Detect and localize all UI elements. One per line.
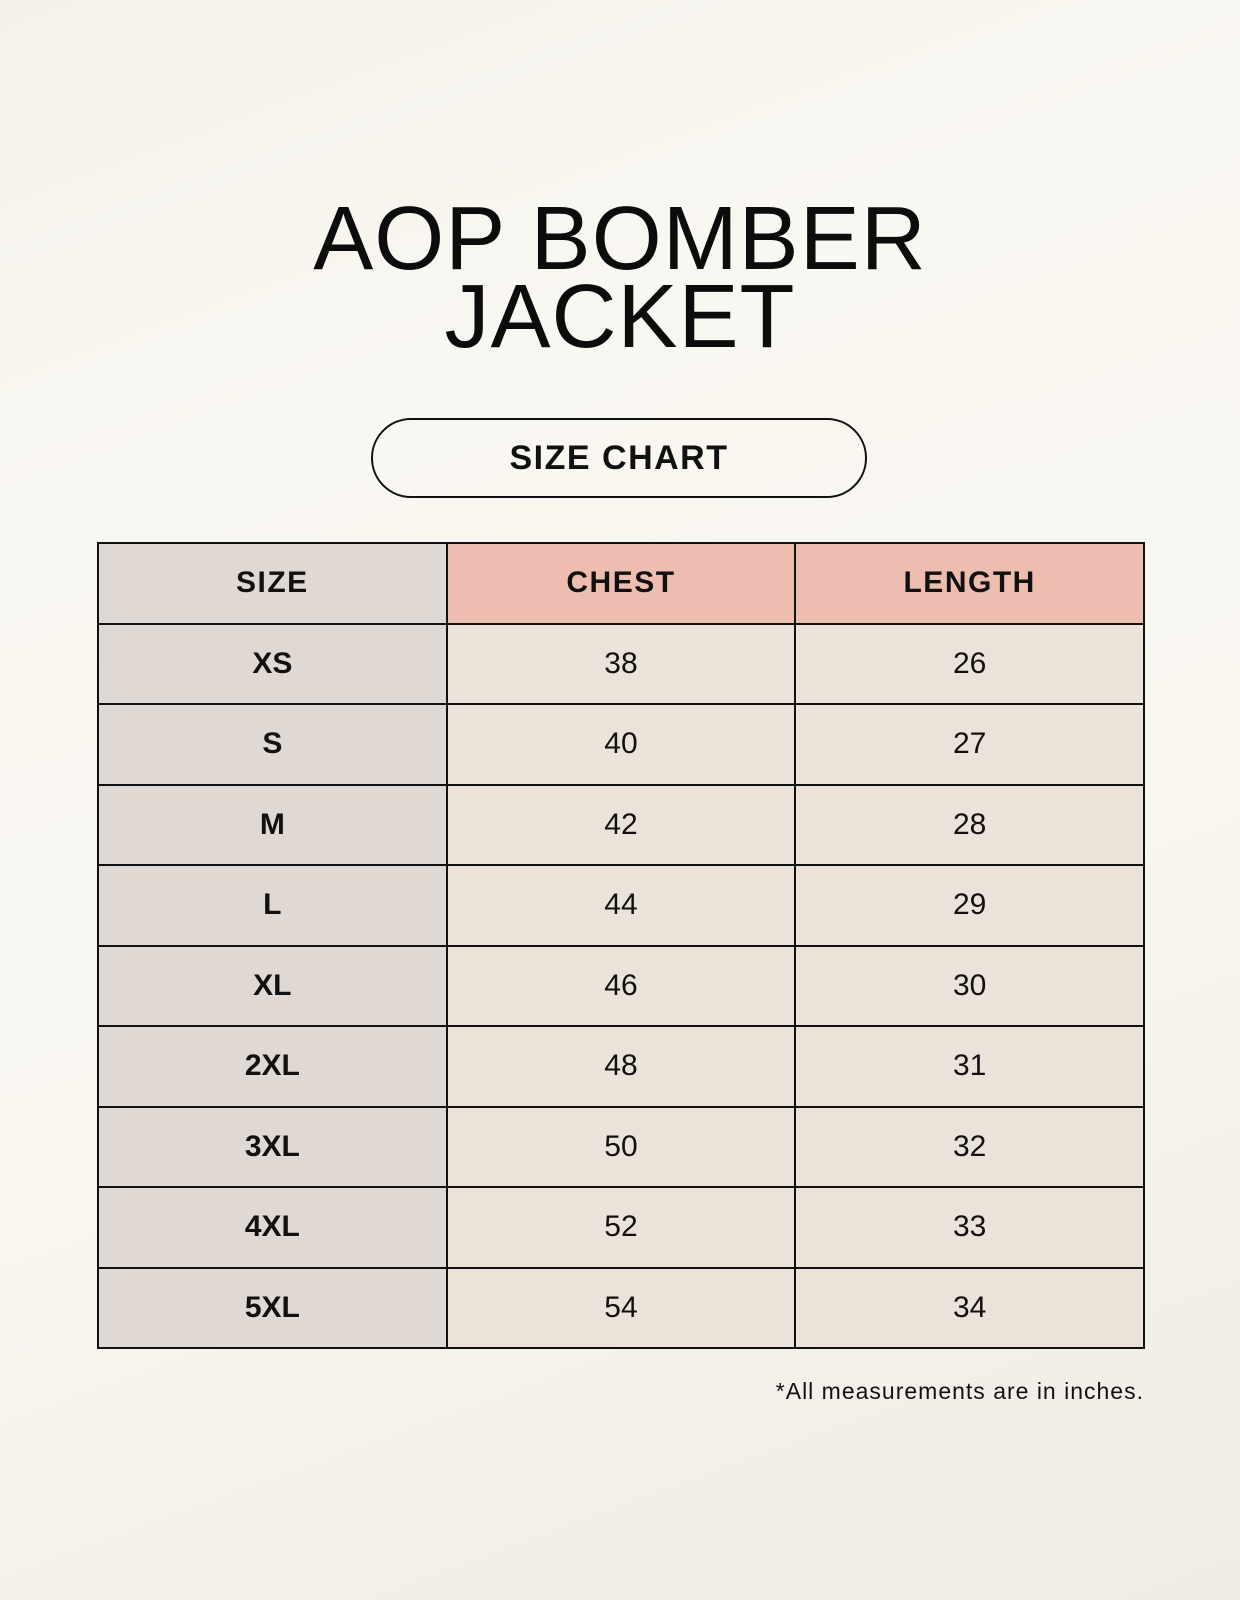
header-length: LENGTH (794, 542, 1145, 625)
cell-chest: 52 (445, 1186, 797, 1269)
table-row: 2XL 48 31 (97, 1025, 1145, 1108)
header-size: SIZE (97, 542, 448, 625)
cell-size: XL (97, 944, 448, 1027)
cell-size: 2XL (97, 1025, 448, 1108)
cell-chest: 48 (445, 1025, 797, 1108)
cell-chest: 42 (445, 783, 797, 866)
cell-size: L (97, 864, 448, 947)
cell-length: 33 (794, 1186, 1145, 1269)
title-line-2: JACKET (444, 267, 796, 367)
cell-length: 34 (794, 1266, 1145, 1349)
size-chart-label: SIZE CHART (371, 418, 867, 498)
table-row: 5XL 54 34 (97, 1266, 1145, 1349)
table-row: 3XL 50 32 (97, 1105, 1145, 1188)
cell-size: 3XL (97, 1105, 448, 1188)
cell-size: 5XL (97, 1266, 448, 1349)
cell-chest: 38 (445, 622, 797, 705)
cell-chest: 50 (445, 1105, 797, 1188)
table-row: 4XL 52 33 (97, 1186, 1145, 1269)
title-line-1: AOP BOMBER (313, 189, 927, 289)
table-header-row: SIZE CHEST LENGTH (97, 542, 1145, 625)
table-row: XS 38 26 (97, 622, 1145, 705)
page-title: AOP BOMBER JACKET (0, 189, 1240, 367)
cell-size: S (97, 703, 448, 786)
cell-length: 31 (794, 1025, 1145, 1108)
cell-chest: 54 (445, 1266, 797, 1349)
footnote: *All measurements are in inches. (775, 1378, 1144, 1404)
cell-length: 26 (794, 622, 1145, 705)
cell-chest: 46 (445, 944, 797, 1027)
header-chest: CHEST (445, 542, 797, 625)
cell-size: XS (97, 622, 448, 705)
table-row: L 44 29 (97, 864, 1145, 947)
cell-length: 30 (794, 944, 1145, 1027)
table-row: M 42 28 (97, 783, 1145, 866)
cell-size: 4XL (97, 1186, 448, 1269)
cell-length: 27 (794, 703, 1145, 786)
size-table: SIZE CHEST LENGTH XS 38 26 S 40 27 M 42 28 L 44 29 X… (97, 542, 1145, 1349)
cell-length: 28 (794, 783, 1145, 866)
cell-chest: 40 (445, 703, 797, 786)
table-row: S 40 27 (97, 703, 1145, 786)
cell-size: M (97, 783, 448, 866)
cell-chest: 44 (445, 864, 797, 947)
cell-length: 32 (794, 1105, 1145, 1188)
table-row: XL 46 30 (97, 944, 1145, 1027)
cell-length: 29 (794, 864, 1145, 947)
